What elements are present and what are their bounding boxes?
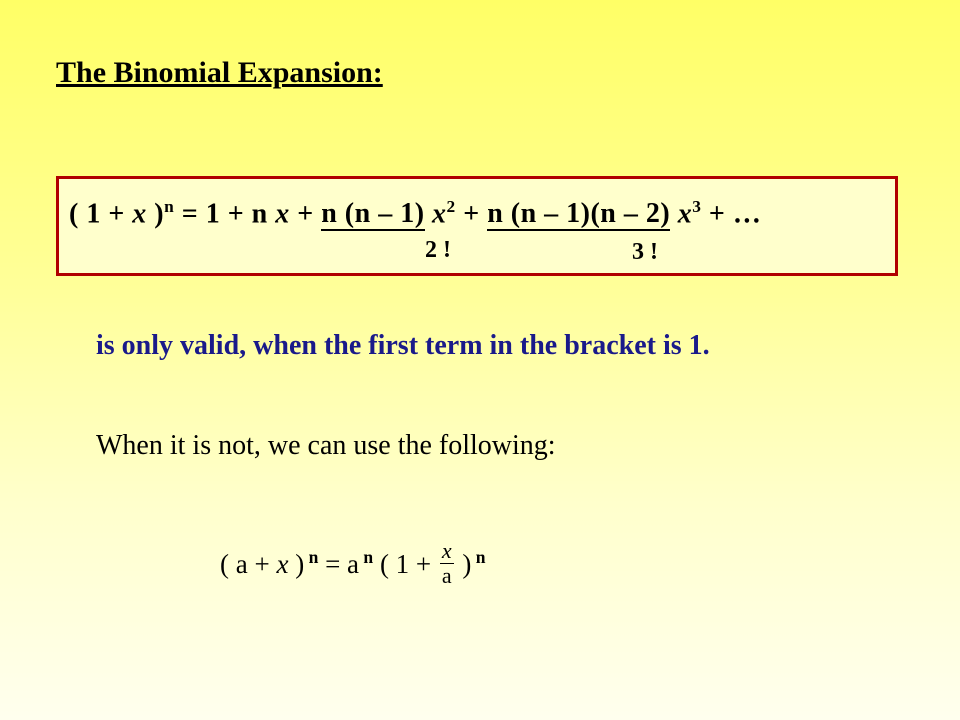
binomial-formula: ( 1 + x )n = 1 + n x + n (n – 1) x2 + n … — [69, 197, 761, 230]
f2-frac-top: x — [440, 540, 454, 564]
f2-mid: ( 1 + — [373, 549, 438, 579]
f2-a-exp: n — [359, 547, 373, 567]
frac3-top: n (n – 1)(n – 2) — [487, 198, 670, 231]
frac2-top: n (n – 1) — [321, 198, 424, 231]
plus1: + — [290, 198, 321, 229]
lhs-exp: n — [164, 197, 174, 216]
formula-a-plus-x: ( a + x ) n = a n ( 1 + xa ) n — [220, 540, 486, 587]
frac3-n: n — [487, 198, 503, 229]
f2-lhs-var: x — [276, 549, 288, 579]
formula-box: ( 1 + x )n = 1 + n x + n (n – 1) x2 + n … — [56, 176, 898, 276]
lhs-open: ( 1 + — [69, 198, 132, 229]
frac2-n: n — [321, 198, 337, 229]
page-title: The Binomial Expansion: — [56, 56, 383, 90]
denom-2fact: 2 ! — [425, 237, 451, 264]
f2-close-exp: n — [471, 547, 485, 567]
tail: + … — [701, 198, 761, 229]
denom-3fact: 3 ! — [632, 239, 658, 266]
f2-lhs-close: ) — [288, 549, 304, 579]
term3-var: x — [670, 198, 692, 229]
frac2-nm1: (n – 1) — [345, 198, 425, 229]
term2-exp: 2 — [447, 197, 456, 216]
lhs-var: x — [132, 198, 147, 229]
eq: = 1 + n — [174, 198, 275, 229]
f2-lhs-open: ( a + — [220, 549, 276, 579]
validity-note: is only valid, when the first term in th… — [96, 330, 710, 362]
term1-var: x — [275, 198, 290, 229]
f2-lhs-exp: n — [304, 547, 318, 567]
f2-eq: = a — [318, 549, 359, 579]
f2-frac: xa — [440, 540, 454, 587]
f2-frac-bot: a — [440, 564, 454, 587]
f2-close: ) — [456, 549, 472, 579]
frac3-rest: (n – 1)(n – 2) — [511, 198, 670, 229]
plus2: + — [456, 198, 487, 229]
term2-var: x — [425, 198, 447, 229]
explain-text: When it is not, we can use the following… — [96, 430, 556, 462]
lhs-close: ) — [147, 198, 164, 229]
